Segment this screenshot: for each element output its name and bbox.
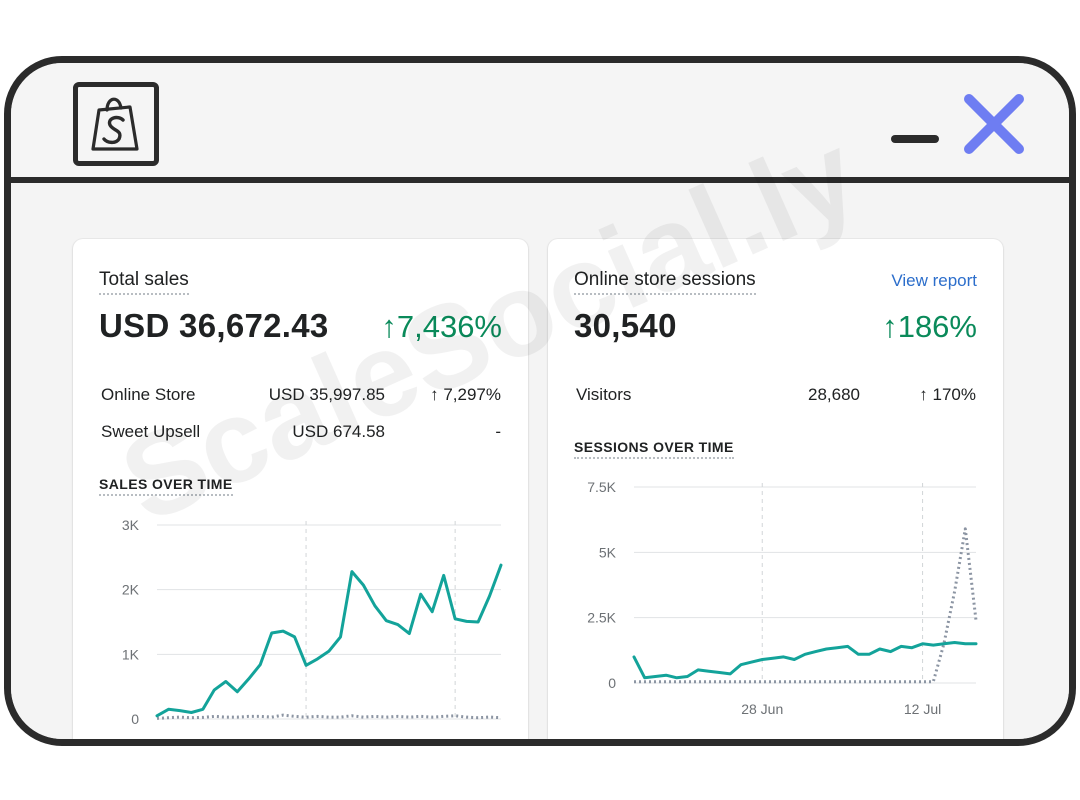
breakdown-row-online-store: Online Store USD 35,997.85 ↑ 7,297% (101, 385, 501, 409)
sessions-over-time-title[interactable]: SESSIONS OVER TIME (574, 439, 734, 459)
breakdown-row-visitors: Visitors 28,680 ↑ 170% (576, 385, 976, 409)
series-line-current (632, 641, 978, 680)
total-sales-change: ↑7,436% (381, 309, 502, 344)
shopify-logo[interactable] (73, 82, 159, 166)
total-sales-title[interactable]: Total sales (99, 269, 189, 295)
series-line-current (155, 563, 503, 718)
breakdown-value: USD 674.58 (292, 422, 385, 441)
breakdown-change: ↑ 7,297% (430, 385, 501, 404)
sessions-value: 30,540 (574, 307, 677, 344)
y-tick-label: 0 (131, 711, 139, 727)
breakdown-label: Sweet Upsell (101, 422, 201, 441)
total-sales-value: USD 36,672.43 (99, 307, 329, 344)
x-tick-label: 28 Jun (741, 701, 783, 717)
total-sales-card: Total sales USD 36,672.43 ↑7,436% Online… (73, 239, 528, 739)
y-tick-label: 0 (608, 675, 616, 691)
sessions-title[interactable]: Online store sessions (574, 269, 756, 295)
sessions-over-time-chart: 0 2.5K 5K 7.5K 28 Jun 12 Jul (587, 479, 978, 717)
breakdown-change: - (495, 422, 501, 441)
series-line-comparison (156, 713, 502, 720)
x-tick-label: 12 Jul (904, 701, 941, 717)
minimize-icon[interactable] (891, 135, 939, 143)
breakdown-label: Visitors (576, 385, 632, 404)
series-line-comparison (634, 527, 978, 684)
view-report-link[interactable]: View report (891, 271, 977, 290)
dashboard-content: Total sales USD 36,672.43 ↑7,436% Online… (11, 189, 1069, 739)
breakdown-label: Online Store (101, 385, 196, 404)
app-window: Total sales USD 36,672.43 ↑7,436% Online… (4, 56, 1076, 746)
shopify-bag-icon (91, 97, 139, 151)
y-tick-label: 7.5K (587, 479, 616, 495)
breakdown-row-sweet-upsell: Sweet Upsell USD 674.58 - (101, 422, 501, 446)
close-icon[interactable] (961, 91, 1027, 157)
sales-over-time-title[interactable]: SALES OVER TIME (99, 476, 233, 496)
breakdown-change: ↑ 170% (919, 385, 976, 404)
y-tick-label: 1K (122, 646, 140, 662)
y-tick-label: 3K (122, 517, 140, 533)
sales-over-time-chart: 0 1K 2K 3K (122, 517, 503, 727)
sessions-change: ↑186% (882, 309, 977, 344)
online-store-sessions-card: Online store sessions View report 30,540… (548, 239, 1003, 739)
y-tick-label: 5K (599, 544, 617, 560)
y-tick-label: 2.5K (587, 610, 616, 626)
breakdown-value: 28,680 (808, 385, 860, 404)
y-tick-label: 2K (122, 582, 140, 598)
breakdown-value: USD 35,997.85 (268, 385, 385, 404)
title-bar (11, 63, 1069, 183)
